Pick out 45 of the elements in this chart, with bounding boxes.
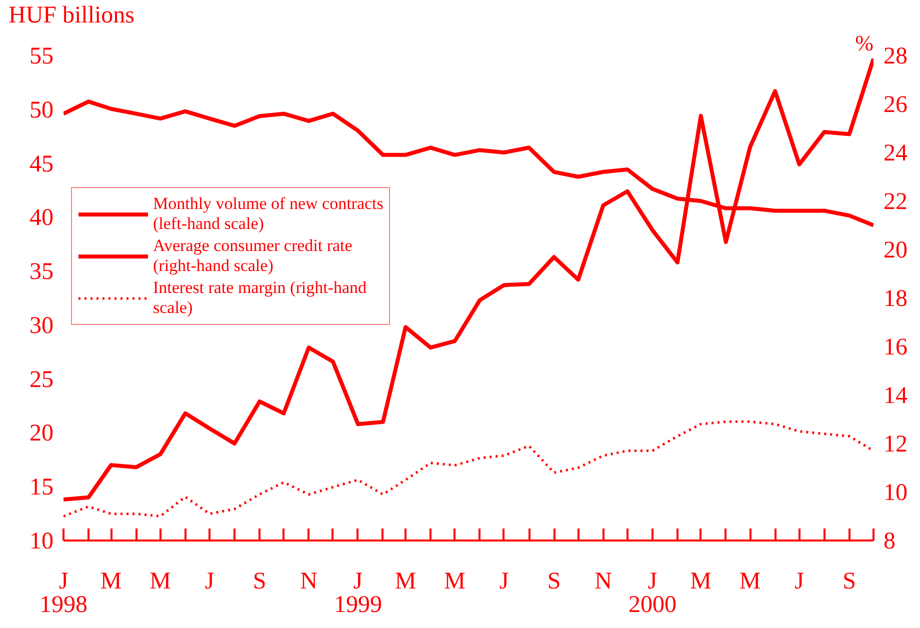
y-tick-label: 25	[30, 366, 54, 393]
line-series	[64, 56, 874, 502]
y2-tick-label: 24	[884, 140, 908, 166]
x-tick-label: J	[204, 568, 214, 594]
y2-tick-label: 22	[884, 189, 908, 215]
x-tick-label: J	[499, 568, 509, 594]
y2-tick-label: 12	[884, 432, 908, 458]
x-tick-label: S	[252, 568, 266, 594]
y2-tick-label: 26	[884, 92, 908, 118]
y2-tick-label: 10	[884, 480, 908, 506]
y2-tick-label: 18	[884, 286, 908, 312]
y-axis-title: HUF billions	[8, 2, 135, 28]
y2-tick-label: 8	[884, 528, 896, 554]
y-tick-label: 10	[30, 528, 54, 554]
y-tick-label: 15	[30, 474, 54, 501]
y-tick-label: 20	[30, 420, 54, 447]
x-tick-label: N	[594, 568, 612, 594]
y2-tick-label: 16	[884, 334, 908, 360]
x-tick-label: S	[842, 568, 856, 594]
x-tick-label: J 1998	[40, 568, 88, 618]
x-tick-label: M	[690, 568, 712, 594]
legend-label: Interest rate margin (right-hand scale)	[153, 278, 367, 318]
x-tick-label: J 1999	[334, 568, 382, 618]
y-tick-label: 50	[30, 97, 54, 124]
x-tick-label: M	[394, 568, 416, 594]
x-tick-label: J	[794, 568, 804, 594]
x-tick-label: N	[300, 568, 318, 594]
legend-label: Monthly volume of new contracts (left-hand scale)	[153, 194, 384, 234]
x-tick-label: M	[150, 568, 171, 594]
y-tick-label: 40	[30, 205, 54, 232]
y2-tick-label: 28	[884, 44, 908, 70]
y2-tick-label: 20	[884, 238, 908, 264]
y2-axis-title: %	[855, 30, 874, 56]
y-tick-label: 55	[30, 44, 54, 70]
x-tick-label: S	[547, 568, 561, 594]
y-tick-label: 30	[30, 312, 54, 339]
line-series	[64, 420, 874, 518]
x-tick-label: M	[739, 568, 761, 594]
x-tick-label: M	[444, 568, 466, 594]
x-tick-label: J 2000	[628, 568, 676, 618]
y2-tick-label: 14	[884, 383, 908, 409]
y-tick-label: 35	[30, 259, 54, 286]
y-tick-label: 45	[30, 151, 54, 178]
x-tick-label: M	[100, 568, 122, 594]
legend-label: Average consumer credit rate (right-hand scale)	[153, 236, 352, 276]
